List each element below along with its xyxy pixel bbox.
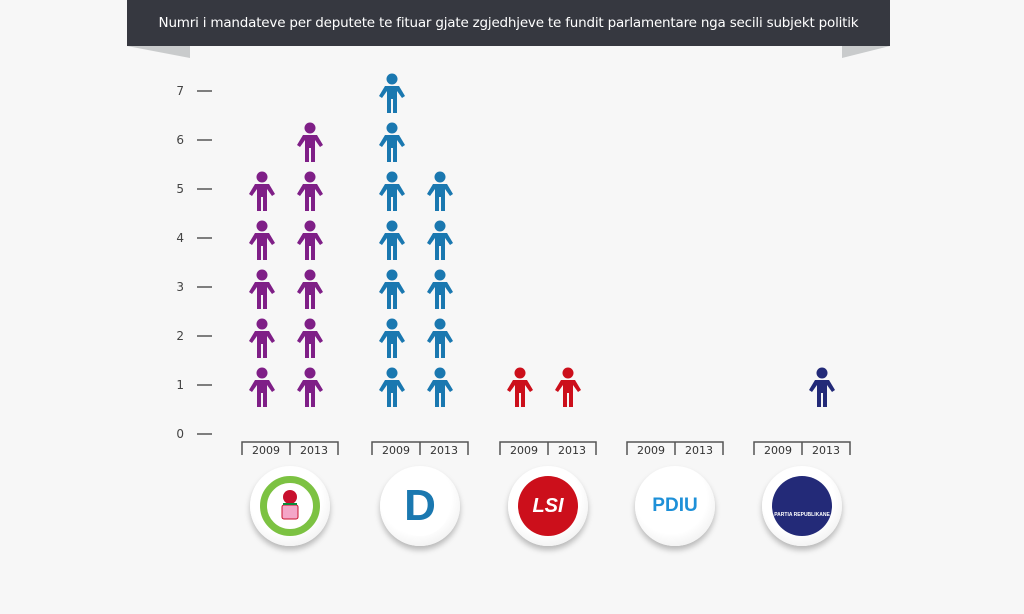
person-icon	[297, 220, 323, 260]
ribbon-fold-right	[842, 46, 890, 58]
person-icon	[297, 318, 323, 358]
person-icon	[507, 367, 533, 407]
year-label: 2009	[510, 444, 538, 457]
person-icon	[379, 318, 405, 358]
person-icon	[379, 367, 405, 407]
year-label: 2013	[430, 444, 458, 457]
ps-logo-emblem	[260, 476, 320, 536]
y-tick-label: 4	[176, 231, 184, 245]
year-label: 2013	[812, 444, 840, 457]
person-icon	[249, 220, 275, 260]
pdiu-logo-text: PDIU	[652, 495, 698, 516]
year-bracket	[753, 441, 851, 455]
party-logo: LSI	[508, 466, 588, 546]
year-label: 2013	[300, 444, 328, 457]
person-icon	[297, 367, 323, 407]
year-bracket	[499, 441, 597, 455]
party-logo: PARTIA REPUBLIKANE	[762, 466, 842, 546]
person-icon	[297, 171, 323, 211]
y-tick-label: 6	[176, 133, 184, 147]
y-tick-label: 7	[176, 84, 184, 98]
y-tick-label: 2	[176, 329, 184, 343]
person-icon	[249, 367, 275, 407]
person-icon	[249, 318, 275, 358]
year-label: 2013	[558, 444, 586, 457]
party-logo: PDIU	[635, 466, 715, 546]
person-icon	[427, 269, 453, 309]
chart-title: Numri i mandateve per deputete te fituar…	[127, 0, 890, 46]
year-label: 2009	[764, 444, 792, 457]
person-icon	[379, 220, 405, 260]
ribbon-fold-left	[127, 46, 190, 58]
person-icon	[379, 73, 405, 113]
y-tick-label: 1	[176, 378, 184, 392]
year-label: 2009	[637, 444, 665, 457]
year-bracket	[371, 441, 469, 455]
year-label: 2009	[382, 444, 410, 457]
person-icon	[249, 269, 275, 309]
person-icon	[427, 171, 453, 211]
y-tick-label: 5	[176, 182, 184, 196]
year-label: 2013	[685, 444, 713, 457]
person-icon	[379, 122, 405, 162]
y-tick-label: 0	[176, 427, 184, 441]
person-icon	[379, 171, 405, 211]
year-bracket	[626, 441, 724, 455]
rose-fist-icon	[281, 490, 299, 520]
person-icon	[427, 367, 453, 407]
person-icon	[379, 269, 405, 309]
person-icon	[427, 318, 453, 358]
person-icon	[809, 367, 835, 407]
party-logo	[250, 466, 330, 546]
year-label: 2009	[252, 444, 280, 457]
person-icon	[297, 269, 323, 309]
pd-logo-letter: D	[390, 476, 450, 536]
person-icon	[249, 171, 275, 211]
party-logo: D	[380, 466, 460, 546]
person-icon	[427, 220, 453, 260]
pr-logo-text: PARTIA REPUBLIKANE	[774, 512, 830, 518]
lsi-logo-text: LSI	[518, 476, 578, 536]
person-icon	[297, 122, 323, 162]
y-tick-label: 3	[176, 280, 184, 294]
person-icon	[555, 367, 581, 407]
year-bracket	[241, 441, 339, 455]
